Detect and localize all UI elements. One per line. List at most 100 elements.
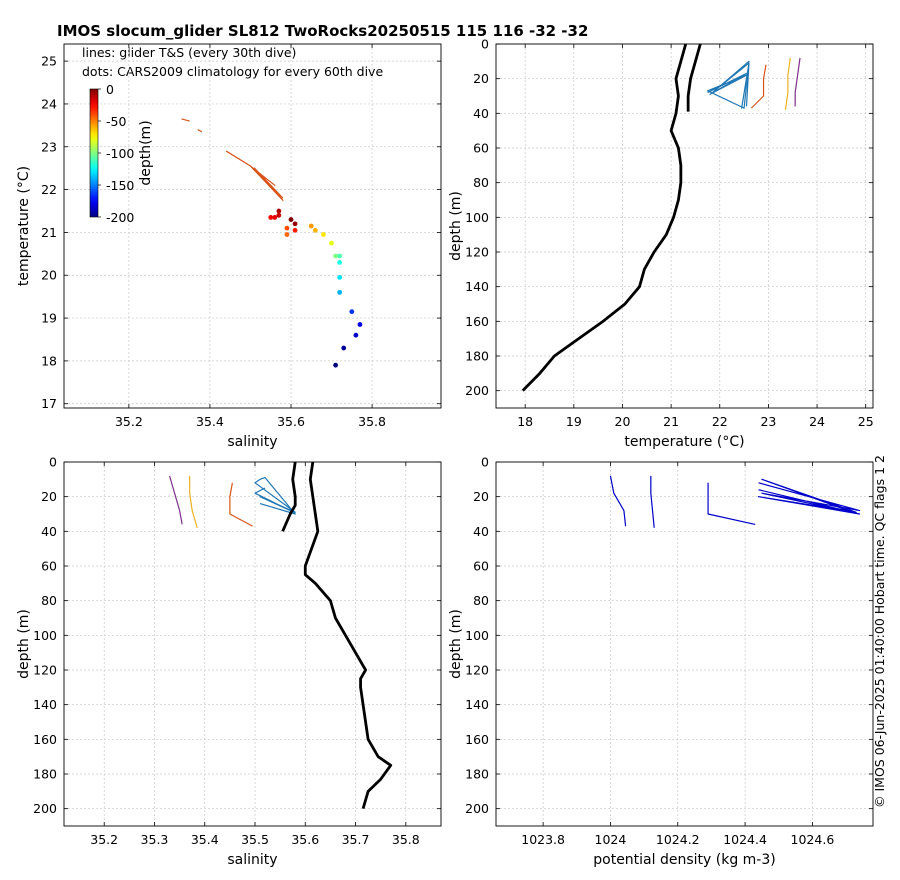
y-tick-label: 100 (33, 628, 57, 643)
x-tick-label: 1024.2 (656, 832, 700, 847)
y-tick-label: 200 (465, 383, 489, 398)
y-tick-label: 200 (33, 801, 57, 816)
y-tick-label: 0 (481, 37, 489, 52)
x-tick-label: 35.6 (291, 832, 319, 847)
y-tick-label: 21 (41, 225, 57, 240)
climatology-dot (284, 225, 290, 231)
colorbar-gradient (89, 88, 99, 218)
y-tick-label: 40 (473, 106, 489, 121)
colorbar-tick-label: -100 (106, 146, 134, 161)
glider-profile-line (189, 475, 198, 529)
x-tick-label: 25 (858, 414, 874, 429)
climatology-dot (341, 345, 347, 351)
chart-dens: 1023.8 1024 1024.2 1024.4 1024.6 0 20 40 60 80 100… (448, 455, 874, 868)
climatology-dot (288, 217, 294, 222)
y-tick-label: 18 (41, 353, 57, 368)
glider-profile-line (181, 118, 190, 122)
climatology-dot (337, 289, 343, 295)
glider-profile-line (707, 482, 756, 525)
y-tick-label: 120 (465, 663, 489, 678)
chart-ts: 35.2 35.4 35.6 35.8 17 18 19 20 21 22 23 24 25 salini… (16, 43, 442, 450)
x-tick-label: 35.6 (277, 414, 305, 429)
x-tick-label: 23 (760, 414, 776, 429)
x-tick-label: 21 (663, 414, 679, 429)
y-tick-label: 200 (465, 801, 489, 816)
y-axis-label: depth (m) (448, 191, 464, 261)
y-tick-label: 19 (41, 311, 57, 326)
glider-profile-line (707, 60, 750, 109)
y-tick-label: 180 (465, 767, 489, 782)
y-tick-label: 20 (41, 268, 57, 283)
y-tick-label: 140 (465, 279, 489, 294)
glider-profile-line (229, 482, 253, 527)
climatology-dot (333, 362, 339, 368)
y-tick-label: 140 (33, 697, 57, 712)
y-axis-label: depth (m) (16, 609, 32, 679)
y-axis-label: temperature (°C) (16, 166, 32, 286)
glider-profile-line (254, 477, 296, 515)
chart-temp: 18 19 20 21 22 23 24 25 0 20 40 60 80 100 120 140 160 180… (448, 37, 874, 451)
colorbar-tick-label: -200 (106, 210, 134, 225)
y-tick-label: 140 (465, 697, 489, 712)
glider-profile-line (750, 64, 767, 109)
y-tick-label: 0 (481, 455, 489, 470)
y-tick-label: 180 (33, 767, 57, 782)
y-tick-label: 160 (465, 732, 489, 747)
axes-frame (63, 43, 442, 409)
y-tick-label: 60 (473, 141, 489, 156)
climatology-profile-line (521, 43, 688, 392)
y-tick-label: 160 (33, 732, 57, 747)
climatology-profile-line (686, 43, 702, 112)
y-tick-label: 160 (465, 314, 489, 329)
glider-profile-line (197, 129, 203, 133)
glider-profile-line (168, 475, 183, 525)
x-tick-label: 19 (566, 414, 582, 429)
climatology-dot (292, 227, 298, 233)
climatology-profile-line (281, 461, 297, 532)
climatology-dot (337, 274, 343, 280)
x-tick-label: 35.5 (241, 832, 269, 847)
x-tick-label: 35.3 (141, 832, 169, 847)
colorbar-tick-label: 0 (106, 82, 114, 97)
glider-profile-line (609, 475, 627, 527)
x-axis-label: temperature (°C) (624, 434, 744, 450)
glider-profile-line (794, 57, 801, 107)
y-tick-label: 17 (41, 396, 57, 411)
glider-profile-line (225, 150, 284, 201)
y-tick-label: 0 (49, 455, 57, 470)
colorbar-label: depth(m) (138, 120, 154, 185)
y-tick-label: 100 (465, 210, 489, 225)
y-tick-label: 25 (41, 54, 57, 69)
x-tick-label: 1024.6 (791, 832, 835, 847)
y-tick-label: 80 (41, 593, 57, 608)
x-tick-label: 24 (809, 414, 825, 429)
y-tick-label: 120 (465, 245, 489, 260)
climatology-dot (329, 240, 334, 246)
glider-profile-line (650, 475, 655, 528)
climatology-dot (337, 253, 343, 259)
x-tick-label: 35.7 (342, 832, 370, 847)
legend-note-lines: lines: glider T&S (every 30th dive) (82, 45, 297, 60)
y-tick-label: 40 (41, 524, 57, 539)
y-tick-label: 20 (473, 489, 489, 504)
climatology-dot (276, 212, 282, 218)
climatology-dot (353, 332, 359, 338)
y-axis-label: depth (m) (448, 609, 464, 679)
y-tick-label: 80 (473, 593, 489, 608)
climatology-dot (308, 223, 314, 229)
x-tick-label: 18 (517, 414, 533, 429)
x-tick-label: 35.8 (358, 414, 386, 429)
legend-note-dots: dots: CARS2009 climatology for every 60t… (82, 64, 384, 79)
x-tick-label: 35.2 (115, 414, 143, 429)
climatology-dot (321, 232, 326, 237)
axes-frame (495, 461, 874, 827)
colorbar: 0 -50 -100 -150 -200 depth(m) (89, 82, 154, 225)
figure-title: IMOS slocum_glider SL812 TwoRocks2025051… (57, 22, 589, 40)
axes-frame (63, 461, 442, 827)
y-tick-label: 40 (473, 524, 489, 539)
x-tick-label: 35.4 (191, 832, 219, 847)
x-tick-label: 1024 (595, 832, 627, 847)
climatology-dot (333, 253, 339, 259)
x-tick-label: 35.8 (392, 832, 420, 847)
